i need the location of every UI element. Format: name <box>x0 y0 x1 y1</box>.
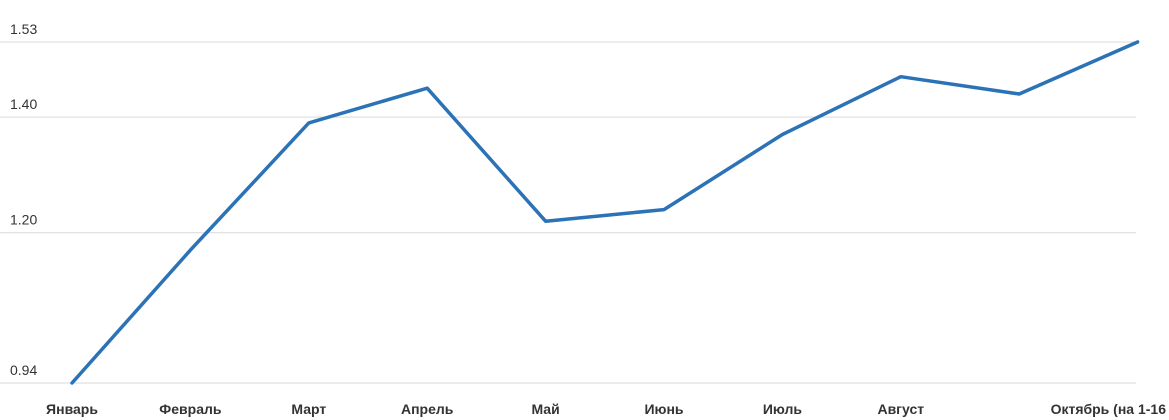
x-tick-label: Апрель <box>401 401 454 417</box>
x-tick-label: Май <box>531 401 559 417</box>
x-tick-label: Август <box>877 401 924 417</box>
x-axis-tick-labels: Январь Февраль Март Апрель Май Июнь Июль Август… <box>46 401 1166 417</box>
series-group <box>70 40 1140 385</box>
gridlines <box>0 41 1136 384</box>
x-tick-label: Октябрь (на 1-16 <box>1051 401 1167 417</box>
y-tick-label: 0.94 <box>10 362 37 378</box>
y-axis-tick-labels: 0.94 1.20 1.40 1.53 <box>10 21 37 378</box>
series-line <box>70 40 1140 385</box>
y-tick-label: 1.53 <box>10 21 37 37</box>
x-tick-label: Февраль <box>159 401 222 417</box>
y-tick-label: 1.40 <box>10 96 37 112</box>
x-tick-label: Июнь <box>644 401 683 417</box>
x-tick-label: Март <box>291 401 326 417</box>
x-tick-label: Июль <box>763 401 803 417</box>
x-tick-label: Январь <box>46 401 98 417</box>
y-tick-label: 1.20 <box>10 212 37 228</box>
